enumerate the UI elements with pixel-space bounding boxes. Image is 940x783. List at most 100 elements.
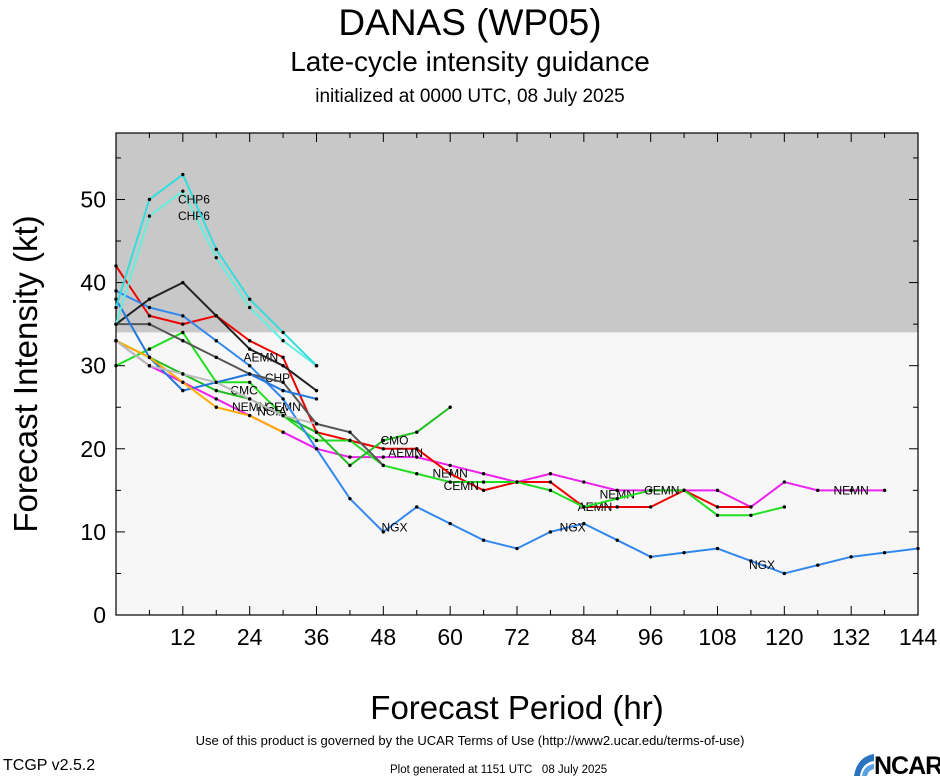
- data-point: [415, 430, 419, 434]
- init-time: initialized at 0000 UTC, 08 July 2025: [315, 86, 625, 107]
- data-point: [515, 546, 519, 551]
- data-point: [715, 505, 720, 509]
- x-tick-label: 144: [899, 624, 938, 650]
- data-point: [247, 339, 252, 343]
- data-point: [181, 189, 185, 193]
- series-line: [115, 339, 885, 508]
- data-point: [548, 488, 553, 493]
- data-point: [114, 264, 118, 268]
- series-line: [115, 339, 284, 434]
- x-tick-label: 132: [832, 624, 870, 650]
- data-point: [314, 388, 319, 393]
- data-point: [348, 438, 352, 443]
- data-point: [615, 538, 619, 542]
- y-tick-label: 10: [80, 519, 106, 545]
- data-point: [615, 505, 619, 509]
- data-point: [181, 280, 185, 285]
- data-point: [582, 521, 586, 526]
- y-tick-label: 40: [80, 270, 106, 296]
- data-point: [348, 496, 352, 501]
- data-point: [782, 480, 787, 484]
- data-point: [682, 550, 686, 555]
- data-point: [247, 413, 252, 418]
- data-point: [247, 380, 252, 385]
- data-point: [247, 297, 252, 301]
- data-point: [348, 430, 352, 434]
- data-point: [314, 363, 319, 368]
- data-point: [147, 305, 152, 310]
- data-point: [415, 472, 419, 476]
- x-tick-label: 24: [237, 624, 263, 650]
- x-tick-label: 108: [698, 624, 736, 650]
- data-point: [114, 305, 118, 310]
- data-point: [214, 405, 218, 409]
- series-label: NEMN: [833, 483, 868, 497]
- series-label: NEMN: [600, 488, 635, 502]
- data-point: [281, 363, 285, 368]
- ncar-logo: NCAR: [852, 752, 940, 780]
- data-point: [114, 297, 118, 301]
- data-point: [715, 488, 720, 493]
- data-point: [448, 405, 452, 409]
- data-point: [381, 455, 386, 459]
- series-chp6-9: CHP6: [114, 172, 319, 368]
- y-tick-label: 50: [80, 186, 106, 212]
- data-point: [147, 363, 152, 368]
- data-point: [147, 314, 152, 318]
- data-point: [715, 513, 720, 517]
- series-label: AEMN: [243, 350, 278, 364]
- data-point: [181, 322, 185, 326]
- series-label: AEMN: [388, 446, 423, 460]
- series-label: AEMN: [578, 500, 613, 514]
- data-point: [181, 388, 185, 393]
- data-point: [214, 247, 218, 252]
- version-label: TCGP v2.5.2: [3, 757, 96, 774]
- x-tick-label: 120: [765, 624, 803, 650]
- data-point: [882, 488, 887, 493]
- data-point: [448, 480, 452, 484]
- data-point: [281, 339, 285, 343]
- series-label: CHP6: [178, 192, 210, 206]
- series-label: NGX: [381, 521, 407, 535]
- logo-text: NCAR: [874, 752, 940, 780]
- data-point: [481, 472, 486, 476]
- data-point: [816, 563, 820, 567]
- x-tick-label: 36: [304, 624, 330, 650]
- data-point: [882, 550, 887, 555]
- data-point: [381, 447, 386, 451]
- data-point: [247, 397, 252, 401]
- data-point: [214, 255, 218, 260]
- series-label: NGX: [749, 558, 775, 572]
- data-point: [749, 513, 753, 517]
- series-unlabeled-11: [114, 339, 319, 426]
- series-label: CMO: [380, 433, 408, 447]
- band-label: TS: [161, 18, 183, 37]
- data-point: [314, 430, 319, 434]
- data-point: [281, 388, 285, 393]
- data-point: [648, 555, 653, 559]
- chart-title: DANAS (WP05): [338, 2, 602, 43]
- x-tick-label: 48: [371, 624, 397, 650]
- data-point: [615, 496, 619, 501]
- data-point: [281, 413, 285, 418]
- data-point: [281, 430, 285, 434]
- chart-subtitle: Late-cycle intensity guidance: [290, 46, 650, 77]
- series-label: CEMN: [444, 479, 479, 493]
- series-label: NGX: [560, 521, 586, 535]
- data-point: [615, 488, 619, 493]
- data-point: [448, 521, 452, 526]
- data-point: [147, 197, 152, 202]
- data-point: [181, 339, 185, 343]
- series-label: CHP6: [178, 209, 210, 223]
- data-point: [582, 505, 586, 509]
- y-axis-label: Forecast Intensity (kt): [7, 215, 44, 532]
- data-point: [448, 463, 452, 468]
- data-point: [481, 538, 486, 542]
- data-point: [181, 330, 185, 335]
- data-point: [314, 397, 319, 401]
- data-point: [214, 380, 218, 385]
- y-tick-label: 20: [80, 436, 106, 462]
- data-point: [481, 480, 486, 484]
- data-point: [147, 347, 152, 351]
